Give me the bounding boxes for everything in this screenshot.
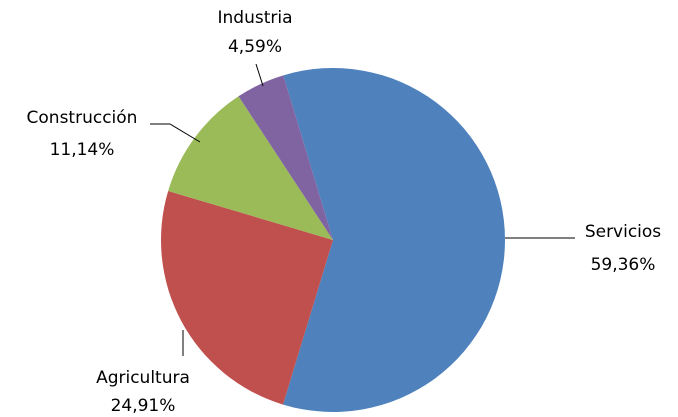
value-label: 24,91% [111,396,176,416]
value-label: 11,14% [50,140,115,160]
category-label: Construcción [27,108,138,128]
category-label: Agricultura [96,368,190,388]
leader-line [150,123,201,143]
category-label: Industria [217,8,292,28]
pie-slice [168,96,333,240]
leader-line [255,63,264,87]
value-label: 4,59% [228,37,282,57]
pie-slice [283,68,505,412]
category-label: Servicios [585,222,661,242]
value-label: 59,36% [591,255,656,275]
pie-slice [160,190,333,405]
pie-slice [238,75,333,240]
